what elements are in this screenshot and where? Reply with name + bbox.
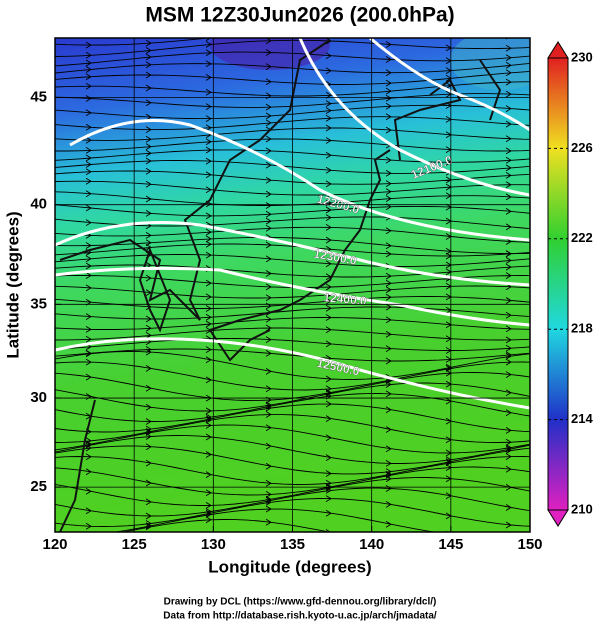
axes: 120 125 130 135 140 145 150 25 30 35 40 45	[30, 88, 542, 553]
streamline	[86, 505, 449, 532]
y-tick-label: 35	[30, 295, 47, 312]
colorbar-label: 210	[571, 501, 593, 516]
y-tick-label: 25	[30, 478, 47, 495]
x-tick-label: 135	[280, 536, 305, 553]
x-tick-label: 145	[438, 536, 463, 553]
title: MSM 12Z30Jun2026 (200.0hPa)	[145, 4, 454, 27]
streamline	[121, 516, 332, 532]
colorbar-label: 214	[571, 411, 593, 426]
colorbar-arrow	[547, 509, 569, 527]
credit: Data from http://database.rish.kyoto-u.a…	[163, 611, 437, 622]
colorbar-label: 230	[571, 49, 593, 64]
streamline	[55, 38, 509, 49]
contours	[55, 38, 530, 410]
colorbar: 210 214 218 222 226 230	[547, 41, 593, 527]
contour-label: 12400.0	[323, 290, 368, 308]
y-tick-label: 30	[30, 389, 47, 406]
colorbar-label: 226	[571, 140, 593, 155]
coastlines	[59, 39, 502, 532]
y-axis-label: Latitude (degrees)	[3, 211, 22, 358]
y-tick-label: 40	[30, 196, 47, 213]
streamlines	[55, 38, 530, 532]
x-tick-label: 125	[122, 536, 147, 553]
field-patch	[450, 38, 530, 90]
colorbar-label: 218	[571, 321, 593, 336]
x-tick-label: 120	[42, 536, 67, 553]
colorbar-arrow	[547, 41, 569, 59]
x-tick-label: 150	[517, 536, 542, 553]
x-tick-label: 140	[359, 536, 384, 553]
colorbar-label: 222	[571, 230, 593, 245]
grid	[55, 38, 530, 532]
y-tick-label: 45	[30, 88, 47, 105]
colorbar-bar	[547, 57, 569, 511]
x-axis-label: Longitude (degrees)	[208, 557, 371, 576]
credit: Drawing by DCL (https://www.gfd-dennou.o…	[164, 597, 437, 608]
x-tick-label: 130	[201, 536, 226, 553]
